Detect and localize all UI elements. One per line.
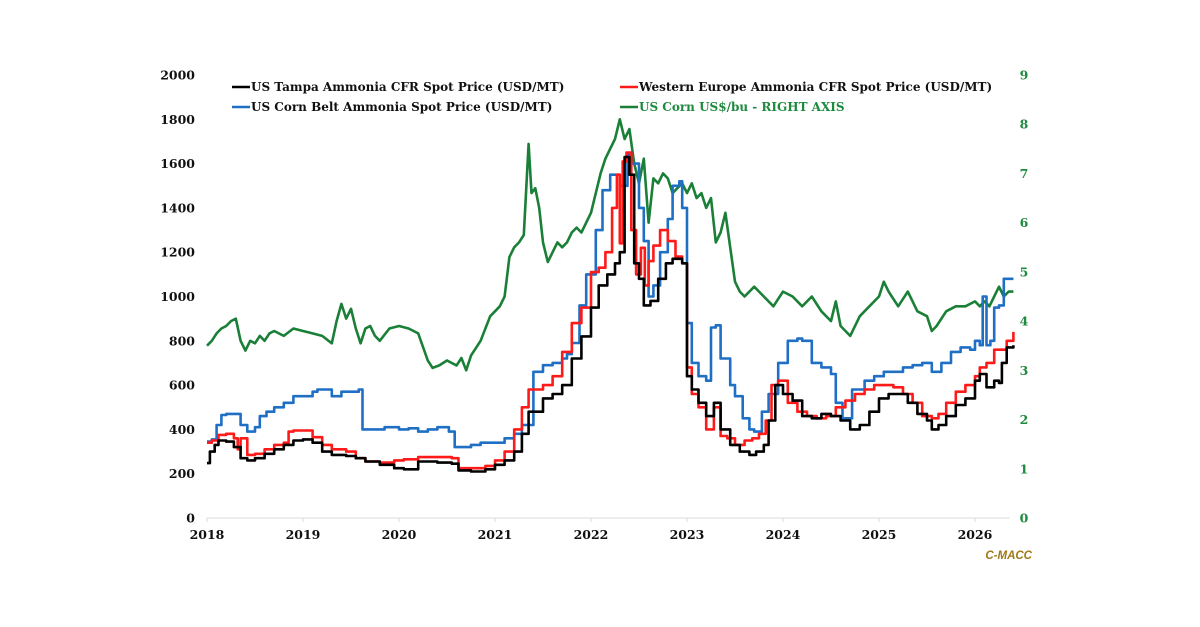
legend: US Tampa Ammonia CFR Spot Price (USD/MT)… bbox=[232, 80, 992, 114]
x-axis-tick-label: 2023 bbox=[670, 527, 705, 542]
axes: 0 200 400 600 800 1000 1200 1400 1600 1800 2000 0 1… bbox=[160, 68, 1028, 543]
left-axis-tick-label: 2000 bbox=[160, 68, 195, 83]
left-axis-tick-label: 1200 bbox=[160, 245, 195, 260]
left-axis-tick-label: 1800 bbox=[160, 112, 195, 127]
series-line-us-corn bbox=[206, 118, 1014, 372]
x-axis-tick-label: 2026 bbox=[958, 527, 993, 542]
legend-item-us-corn-belt: US Corn Belt Ammonia Spot Price (USD/MT) bbox=[232, 100, 552, 114]
right-axis-tick-label: 6 bbox=[1020, 215, 1029, 230]
legend-label-western-europe: Western Europe Ammonia CFR Spot Price (U… bbox=[638, 80, 992, 94]
right-axis-tick-label: 2 bbox=[1020, 412, 1029, 427]
legend-label-us-corn-belt: US Corn Belt Ammonia Spot Price (USD/MT) bbox=[251, 100, 552, 114]
right-axis-tick-label: 4 bbox=[1020, 314, 1029, 329]
series-line-us-corn-belt bbox=[207, 153, 1014, 449]
left-axis-tick-label: 1000 bbox=[160, 289, 195, 304]
left-axis-tick-labels: 0 200 400 600 800 1000 1200 1400 1600 1800 2000 bbox=[160, 68, 195, 526]
x-axis-tick-label: 2021 bbox=[478, 527, 513, 542]
left-axis-tick-label: 400 bbox=[169, 422, 195, 437]
legend-item-us-tampa: US Tampa Ammonia CFR Spot Price (USD/MT) bbox=[232, 80, 564, 94]
right-axis-tick-label: 3 bbox=[1020, 363, 1029, 378]
right-axis-tick-labels: 0 1 2 3 4 5 6 7 8 9 bbox=[1020, 68, 1029, 526]
right-axis-tick-label: 5 bbox=[1020, 264, 1029, 279]
left-axis-tick-label: 1600 bbox=[160, 156, 195, 171]
series-line-us-tampa bbox=[207, 155, 1015, 473]
x-axis-tick-label: 2025 bbox=[862, 527, 897, 542]
x-tick-marks bbox=[206, 518, 976, 522]
legend-label-us-corn: US Corn US$/bu - RIGHT AXIS bbox=[639, 100, 845, 114]
x-axis-tick-labels: 2018 2019 2020 2021 2022 2023 2024 2025 2026 bbox=[190, 527, 993, 542]
right-axis-tick-label: 7 bbox=[1020, 166, 1029, 181]
right-axis-tick-label: 9 bbox=[1020, 68, 1029, 83]
left-axis-tick-label: 200 bbox=[169, 466, 195, 481]
right-axis-tick-label: 0 bbox=[1020, 511, 1029, 526]
legend-item-western-europe: Western Europe Ammonia CFR Spot Price (U… bbox=[620, 80, 992, 94]
x-axis-tick-label: 2018 bbox=[190, 527, 225, 542]
left-axis-tick-label: 0 bbox=[186, 511, 195, 526]
left-axis-tick-label: 600 bbox=[169, 378, 195, 393]
plot-lines bbox=[206, 118, 1015, 473]
left-axis-tick-label: 1400 bbox=[160, 200, 195, 215]
x-axis-tick-label: 2022 bbox=[574, 527, 609, 542]
x-axis-tick-label: 2020 bbox=[382, 527, 417, 542]
source-label: C-MACC bbox=[985, 550, 1032, 562]
legend-item-us-corn: US Corn US$/bu - RIGHT AXIS bbox=[620, 100, 845, 114]
right-axis-tick-label: 8 bbox=[1020, 117, 1029, 132]
right-axis-tick-label: 1 bbox=[1020, 461, 1029, 476]
x-axis-tick-label: 2019 bbox=[286, 527, 321, 542]
left-axis-tick-label: 800 bbox=[169, 333, 195, 348]
series-line-western-europe bbox=[207, 151, 1015, 470]
legend-label-us-tampa: US Tampa Ammonia CFR Spot Price (USD/MT) bbox=[251, 80, 564, 94]
x-axis-tick-label: 2024 bbox=[766, 527, 801, 542]
